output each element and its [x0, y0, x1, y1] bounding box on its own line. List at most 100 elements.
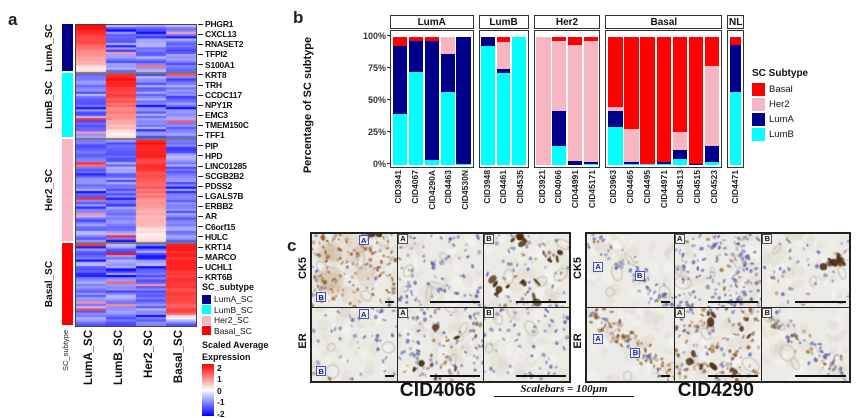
- legend-label: LumB_SC: [214, 304, 253, 315]
- facet-xlabels-Basal: CID3963 CID4465 CID4495 CID44971 CID4513 CID4…: [605, 170, 722, 232]
- segment-Basal: [583, 37, 598, 41]
- annotation-block-Basal_SC: [62, 243, 73, 325]
- segment-LumB: [496, 72, 511, 165]
- gene-label-SCGB2B2: SCGB2B2: [198, 172, 258, 181]
- gene-name: KRT6B: [205, 272, 233, 283]
- c-block2-row1-stain-label: CK5: [572, 256, 584, 280]
- facet-LumB: LumB CID3948 CID4461 CID4535: [478, 15, 529, 232]
- gene-label-TFF1: TFF1: [198, 131, 258, 140]
- segment-LumA: [392, 45, 408, 114]
- gene-label-ERBB2: ERBB2: [198, 202, 258, 211]
- bar-CID44971: [656, 37, 672, 165]
- b-ytick-100%: 100%: [362, 31, 386, 41]
- region-letter-A: A: [593, 261, 604, 272]
- gene-tick: [198, 64, 203, 66]
- gene-tick: [198, 266, 203, 268]
- facet-panel-Her2: [533, 30, 601, 168]
- legend-swatch: [202, 294, 211, 304]
- segment-LumB: [583, 163, 598, 165]
- facet-xlabels-NL: CID4471: [727, 170, 744, 232]
- sample-label-CID3948: CID3948: [481, 170, 492, 204]
- region-letter-B: B: [762, 234, 773, 244]
- region-letter-B: B: [484, 308, 494, 318]
- segment-LumA: [688, 163, 704, 165]
- gene-tick: [198, 195, 203, 197]
- subtype-legend-entry-LumB_SC: LumB_SC: [202, 305, 272, 316]
- scalebar-short: [661, 374, 671, 377]
- scalebar-long: [516, 374, 566, 377]
- xlabel-cell: CID4290A: [423, 170, 440, 232]
- xlabel-cell: CID4515: [689, 170, 706, 232]
- gene-name: TMEM150C: [205, 120, 249, 131]
- gene-name: S100A1: [205, 59, 235, 70]
- gene-label-TMEM150C: TMEM150C: [198, 121, 258, 130]
- bar-CID3948: [481, 37, 496, 165]
- subtype-legend-entry-Her2_SC: Her2_SC: [202, 315, 272, 326]
- sample-label-CID4515: CID4515: [692, 170, 702, 204]
- gene-label-NPY1R: NPY1R: [198, 101, 258, 110]
- segment-Her2: [624, 129, 639, 163]
- gene-tick: [198, 84, 203, 86]
- gene-name: ERBB2: [205, 201, 233, 212]
- segment-LumB: [456, 163, 471, 165]
- segment-LumA: [481, 37, 496, 46]
- gene-label-TRH: TRH: [198, 81, 258, 90]
- facet-xlabels-Her2: CID3921 CID4066 CID44991 CID45171: [534, 170, 601, 232]
- expression-gradient-ticks: 2 1 0 -1 -2: [217, 364, 225, 418]
- sample-label-CID45171: CID45171: [586, 170, 597, 209]
- sample-label-CID3963: CID3963: [608, 170, 619, 204]
- c-block2-title: CID4290: [677, 380, 755, 401]
- xlabel-cell: CID4463: [440, 170, 457, 232]
- gene-label-HPD: HPD: [198, 152, 258, 161]
- segment-LumB: [424, 159, 439, 165]
- gene-name: HPD: [205, 150, 223, 161]
- bar-CID4290A: [424, 37, 439, 165]
- bar-CID4066: [552, 37, 567, 165]
- scalebar-long: [516, 300, 566, 303]
- gene-tick: [198, 175, 203, 177]
- ihc-image-CID4290-CK5-3: B: [762, 234, 849, 307]
- facet-strip-LumB: LumB: [478, 15, 529, 29]
- facet-panel-NL: [727, 30, 744, 168]
- annotation-block-Her2_SC: [62, 139, 73, 241]
- xlabel-cell: CID44991: [567, 170, 584, 232]
- region-letter-A: A: [674, 308, 685, 318]
- segment-Basal: [392, 37, 408, 46]
- gene-name: LINC01285: [205, 160, 247, 171]
- heatmap-gene-labels: PHGR1 CXCL13 RNASET2 TFPI2 S100A1 KRT8 TRH CCDC…: [198, 20, 258, 282]
- segment-LumA: [408, 40, 424, 72]
- segment-Her2: [536, 37, 551, 165]
- bar-CID4523: [704, 37, 720, 165]
- segment-Her2: [440, 37, 455, 54]
- gene-tick: [198, 155, 203, 157]
- segment-LumB: [672, 158, 688, 165]
- gene-name: AR: [205, 211, 217, 222]
- legend-label: LumA_SC: [214, 294, 253, 305]
- facet-LumA: LumA CID3941 CID4067 CID4290A CID4463 CID4530…: [390, 15, 474, 232]
- facet-strip-Her2: Her2: [533, 15, 601, 29]
- heatmap-column-label-LumA_SC: LumA_SC: [83, 330, 95, 385]
- scalebar-long: [795, 300, 846, 303]
- legend-swatch: [202, 315, 211, 325]
- segment-LumB: [552, 145, 567, 165]
- corner-crop-mark: ˇ: [36, 0, 41, 10]
- heatmap-column-label-Her2_SC: Her2_SC: [143, 330, 155, 378]
- segment-Her2: [583, 40, 598, 163]
- gene-label-KRT6B: KRT6B: [198, 273, 258, 282]
- expression-legend-title-1: Scaled Average: [202, 340, 269, 350]
- segment-Basal: [640, 37, 655, 164]
- bar-CID4471: [730, 37, 742, 165]
- xlabel-cell: CID4523: [706, 170, 723, 232]
- segment-LumA: [672, 149, 688, 159]
- gene-tick: [198, 206, 203, 207]
- heatmap-annotation-axis-label: SC_subtype: [61, 330, 70, 371]
- gene-name: C6orf15: [205, 221, 236, 232]
- expression-gradient-bar: [202, 364, 214, 416]
- segment-Her2: [672, 131, 688, 150]
- expression-legend-title-2: Expression: [202, 352, 251, 362]
- ihc-canvas: [398, 234, 483, 307]
- segment-Basal: [567, 37, 582, 45]
- b-ytick-mark: [387, 35, 390, 36]
- legend-swatch: [752, 113, 765, 126]
- b-legend-entry-Basal: Basal: [752, 82, 808, 97]
